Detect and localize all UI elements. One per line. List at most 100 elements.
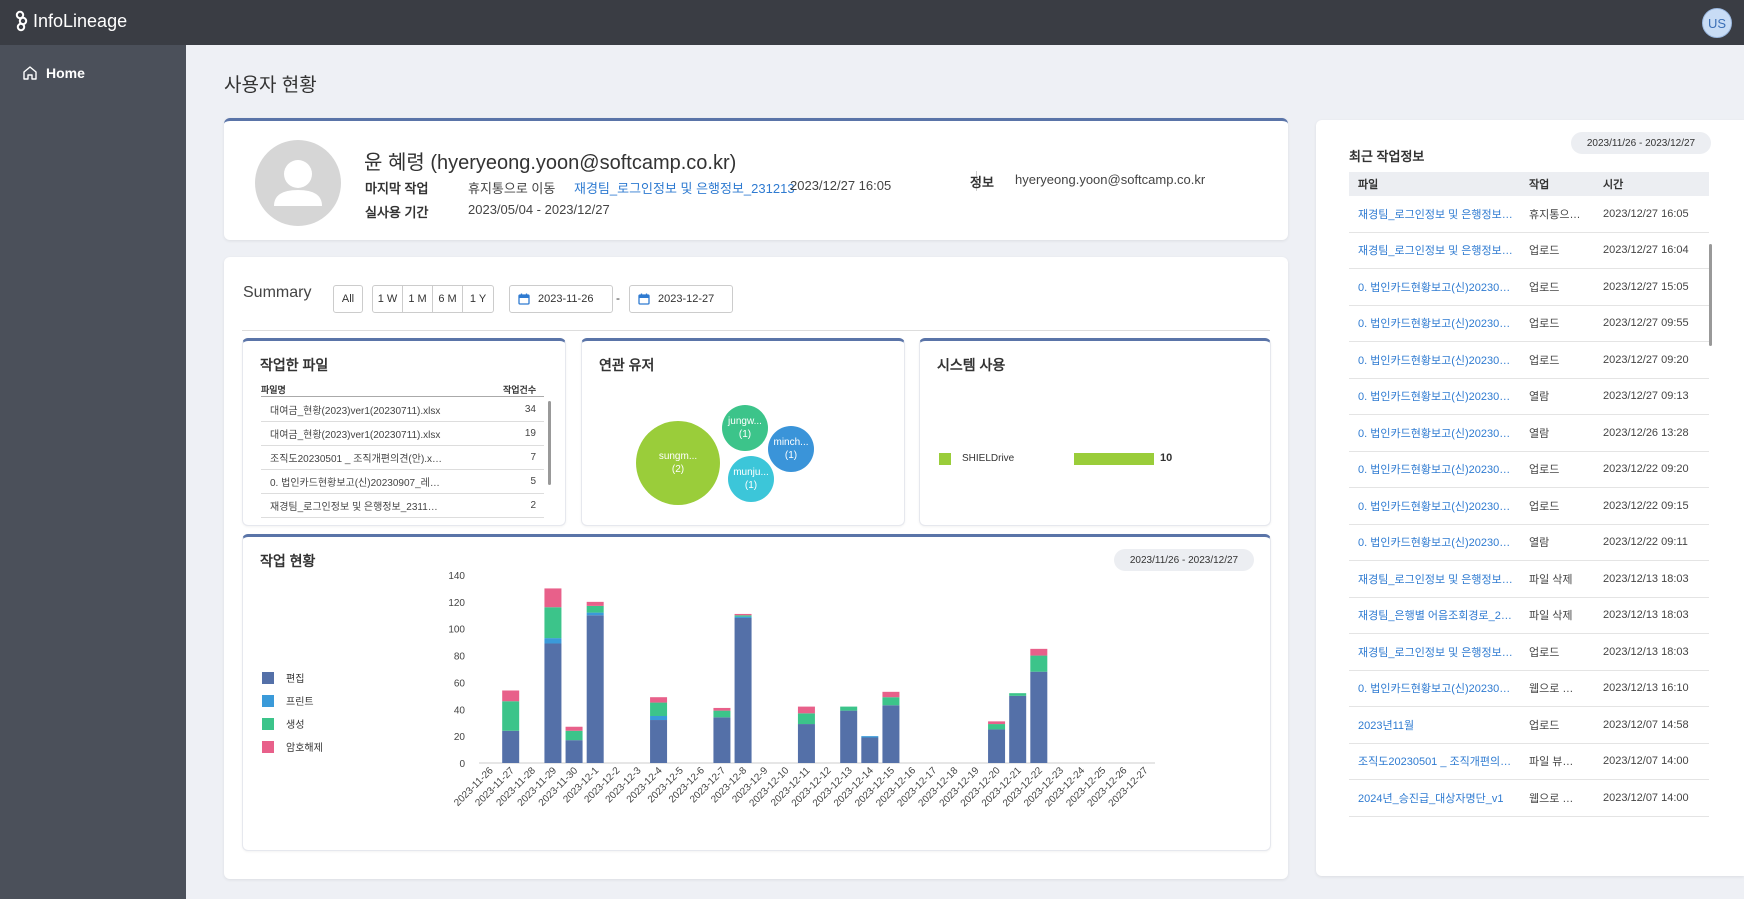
- file-cell[interactable]: 재경팀_로그인정보 및 은행정보…: [1358, 245, 1513, 258]
- system-bar[interactable]: [1074, 453, 1154, 465]
- bar-segment[interactable]: [861, 737, 879, 763]
- bar-segment[interactable]: [586, 605, 604, 613]
- table-row[interactable]: 0. 법인카드현황보고(신)20230… 업로드 2023/12/22 09:20: [1349, 452, 1709, 488]
- bar-segment[interactable]: [502, 701, 520, 731]
- bar-segment[interactable]: [650, 702, 668, 716]
- file-cell[interactable]: 2024년_승진급_대상자명단_v1: [1358, 792, 1504, 805]
- bar-segment[interactable]: [1030, 671, 1048, 763]
- file-cell[interactable]: 2023년11월: [1358, 719, 1415, 732]
- legend-item-decrypt[interactable]: 암호해제: [262, 739, 323, 754]
- file-row[interactable]: 0. 법인카드현황보고(신)20230907_레… 5: [261, 470, 544, 494]
- bar-segment[interactable]: [544, 607, 562, 639]
- table-row[interactable]: 재경팀_로그인정보 및 은행정보… 업로드 2023/12/13 18:03: [1349, 634, 1709, 671]
- bar-segment[interactable]: [650, 697, 668, 703]
- bar-segment[interactable]: [734, 616, 752, 618]
- bar-segment[interactable]: [1030, 648, 1048, 656]
- bar-segment[interactable]: [713, 717, 731, 763]
- table-row[interactable]: 0. 법인카드현황보고(신)20230… 열람 2023/12/27 09:13: [1349, 379, 1709, 415]
- bar-segment[interactable]: [544, 643, 562, 763]
- file-row[interactable]: 대여금_현황(2023)ver1(20230711).xlsx 34: [261, 398, 544, 422]
- bar-segment[interactable]: [1030, 655, 1048, 672]
- file-cell[interactable]: 재경팀_로그인정보 및 은행정보…: [1358, 208, 1513, 221]
- file-cell[interactable]: 재경팀_로그인정보 및 은행정보…: [1358, 573, 1513, 586]
- bar-segment[interactable]: [797, 713, 815, 725]
- table-row[interactable]: 0. 법인카드현황보고(신)20230… 업로드 2023/12/27 09:55: [1349, 306, 1709, 342]
- bar-segment[interactable]: [882, 705, 900, 763]
- range-1m-button[interactable]: 1 M: [403, 286, 433, 312]
- table-row[interactable]: 조직도20230501 _ 조직개편의… 파일 뷰… 2023/12/07 14:0…: [1349, 744, 1709, 780]
- bar-segment[interactable]: [650, 716, 668, 721]
- file-cell[interactable]: 0. 법인카드현황보고(신)20230…: [1358, 318, 1511, 331]
- table-row[interactable]: 0. 법인카드현황보고(신)20230… 업로드 2023/12/22 09:15: [1349, 488, 1709, 525]
- file-cell[interactable]: 0. 법인카드현황보고(신)20230…: [1358, 281, 1511, 294]
- bar-segment[interactable]: [734, 617, 752, 763]
- bar-segment[interactable]: [586, 601, 604, 606]
- date-to-picker[interactable]: 2023-12-27: [629, 285, 733, 313]
- user-bubble[interactable]: jungw... (1): [722, 405, 768, 451]
- file-cell[interactable]: 0. 법인카드현황보고(신)20230…: [1358, 354, 1511, 367]
- files-scrollbar[interactable]: [548, 401, 551, 485]
- legend-item-edit[interactable]: 편집: [262, 670, 304, 685]
- file-cell[interactable]: 0. 법인카드현황보고(신)20230…: [1358, 427, 1511, 440]
- bar-segment[interactable]: [565, 726, 583, 731]
- file-cell[interactable]: 0. 법인카드현황보고(신)20230…: [1358, 464, 1511, 477]
- file-cell[interactable]: 0. 법인카드현황보고(신)20230…: [1358, 537, 1511, 550]
- table-row[interactable]: 재경팀_은행별 어음조회경로_2… 파일 삭제 2023/12/13 18:03: [1349, 598, 1709, 634]
- bar-segment[interactable]: [586, 612, 604, 616]
- bar-segment[interactable]: [861, 736, 879, 738]
- table-row[interactable]: 0. 법인카드현황보고(신)20230… 업로드 2023/12/27 09:20: [1349, 342, 1709, 379]
- bar-segment[interactable]: [565, 740, 583, 763]
- table-row[interactable]: 0. 법인카드현황보고(신)20230… 웹으로 … 2023/12/13 16:1…: [1349, 671, 1709, 707]
- bar-segment[interactable]: [1009, 693, 1027, 696]
- bar-segment[interactable]: [988, 724, 1006, 730]
- file-row[interactable]: 대여금_현황(2023)ver1(20230711).xlsx 19: [261, 422, 544, 446]
- file-cell[interactable]: 재경팀_은행별 어음조회경로_2…: [1358, 610, 1512, 623]
- bar-segment[interactable]: [713, 710, 731, 718]
- table-row[interactable]: 0. 법인카드현황보고(신)20230… 업로드 2023/12/27 15:05: [1349, 269, 1709, 306]
- range-all-button[interactable]: All: [333, 285, 363, 313]
- bar-segment[interactable]: [1009, 695, 1027, 763]
- bar-segment[interactable]: [734, 615, 752, 617]
- file-row[interactable]: 재경팀_로그인정보 및 은행정보_2311… 2: [261, 494, 544, 518]
- bar-segment[interactable]: [565, 730, 583, 741]
- range-1w-button[interactable]: 1 W: [373, 286, 403, 312]
- bar-segment[interactable]: [502, 690, 520, 702]
- table-row[interactable]: 재경팀_로그인정보 및 은행정보… 휴지통으… 2023/12/27 16:05: [1349, 196, 1709, 233]
- date-from-picker[interactable]: 2023-11-26: [509, 285, 613, 313]
- file-cell[interactable]: 조직도20230501 _ 조직개편의…: [1358, 756, 1512, 769]
- recent-scrollbar[interactable]: [1709, 244, 1712, 346]
- file-cell[interactable]: 0. 법인카드현황보고(신)20230…: [1358, 391, 1511, 404]
- user-avatar[interactable]: US: [1702, 8, 1732, 38]
- table-row[interactable]: 0. 법인카드현황보고(신)20230… 열람 2023/12/22 09:11: [1349, 525, 1709, 561]
- user-bubble[interactable]: sungm... (2): [636, 421, 720, 505]
- table-row[interactable]: 2023년11월 업로드 2023/12/07 14:58: [1349, 707, 1709, 744]
- range-6m-button[interactable]: 6 M: [433, 286, 463, 312]
- bar-segment[interactable]: [988, 721, 1006, 725]
- table-row[interactable]: 재경팀_로그인정보 및 은행정보… 파일 삭제 2023/12/13 18:03: [1349, 561, 1709, 598]
- bar-segment[interactable]: [502, 730, 520, 763]
- file-cell[interactable]: 0. 법인카드현황보고(신)20230…: [1358, 683, 1511, 696]
- bar-segment[interactable]: [840, 706, 858, 711]
- table-row[interactable]: 재경팀_로그인정보 및 은행정보… 업로드 2023/12/27 16:04: [1349, 233, 1709, 269]
- app-logo[interactable]: InfoLineage: [14, 10, 127, 32]
- user-bubble[interactable]: minch... (1): [768, 426, 814, 472]
- bar-segment[interactable]: [586, 615, 604, 763]
- file-row[interactable]: 조직도20230501 _ 조직개편의견(안).x… 7: [261, 446, 544, 470]
- bar-segment[interactable]: [544, 638, 562, 644]
- bar-segment[interactable]: [988, 729, 1006, 763]
- table-row[interactable]: 0. 법인카드현황보고(신)20230… 열람 2023/12/26 13:28: [1349, 415, 1709, 452]
- file-cell[interactable]: 0. 법인카드현황보고(신)20230…: [1358, 500, 1511, 513]
- bar-segment[interactable]: [544, 588, 562, 608]
- bar-segment[interactable]: [797, 706, 815, 714]
- bar-segment[interactable]: [797, 724, 815, 763]
- bar-segment[interactable]: [882, 691, 900, 698]
- legend-item-print[interactable]: 프린트: [262, 693, 314, 708]
- file-cell[interactable]: 재경팀_로그인정보 및 은행정보…: [1358, 646, 1513, 659]
- bar-segment[interactable]: [713, 707, 731, 711]
- range-1y-button[interactable]: 1 Y: [469, 293, 487, 305]
- bar-segment[interactable]: [650, 720, 668, 763]
- bar-segment[interactable]: [882, 697, 900, 706]
- sidebar-item-home[interactable]: Home: [22, 65, 85, 81]
- legend-item-create[interactable]: 생성: [262, 716, 304, 731]
- bar-segment[interactable]: [734, 613, 752, 616]
